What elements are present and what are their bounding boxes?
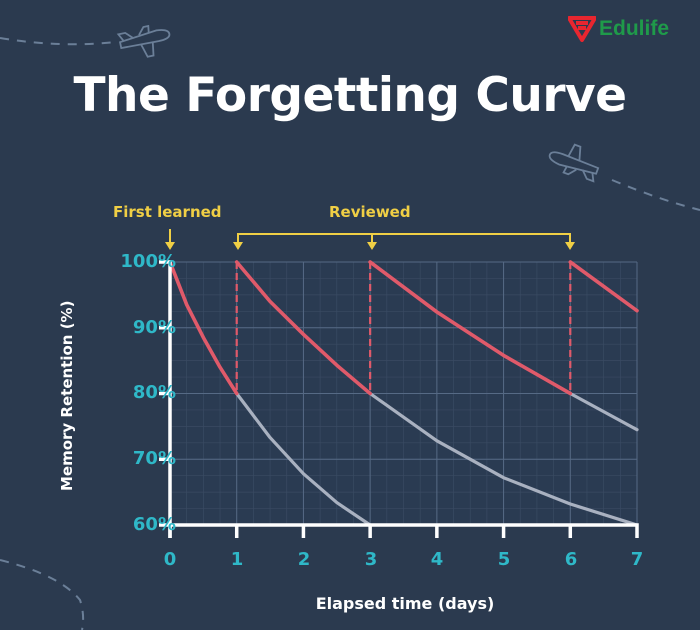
series-with-review <box>168 260 639 396</box>
annotation-reviewed: Reviewed <box>329 203 411 221</box>
brand-name: Edulife <box>599 17 670 40</box>
series-without-review <box>235 391 639 527</box>
x-tick-0: 0 <box>163 549 177 570</box>
flight-path-bottom-left <box>0 559 85 630</box>
annotation-arrows <box>165 229 575 250</box>
y-tick-90: 90% <box>132 317 176 338</box>
x-tick-1: 1 <box>230 549 244 570</box>
x-tick-5: 5 <box>497 549 511 570</box>
x-tick-6: 6 <box>564 549 578 570</box>
chart-title: The Forgetting Curve <box>73 68 627 123</box>
y-tick-60: 60% <box>132 514 176 535</box>
flight-path-top-left <box>0 37 116 46</box>
flight-path-right <box>611 179 700 211</box>
x-tick-2: 2 <box>297 549 311 570</box>
x-tick-4: 4 <box>430 549 444 570</box>
y-tick-70: 70% <box>132 448 176 469</box>
y-tick-100: 100% <box>120 251 176 272</box>
annotation-first-learned: First learned <box>113 203 222 221</box>
x-tick-7: 7 <box>630 549 644 570</box>
x-tick-3: 3 <box>364 549 378 570</box>
airplane-icon <box>548 143 600 183</box>
brand-logo: Edulife <box>568 16 669 42</box>
airplane-icon <box>116 24 171 58</box>
edulife-e-icon <box>568 16 596 42</box>
axes <box>159 260 639 538</box>
x-axis-label: Elapsed time (days) <box>315 594 495 613</box>
y-axis-label: Memory Retention (%) <box>58 300 76 491</box>
y-tick-80: 80% <box>132 382 176 403</box>
